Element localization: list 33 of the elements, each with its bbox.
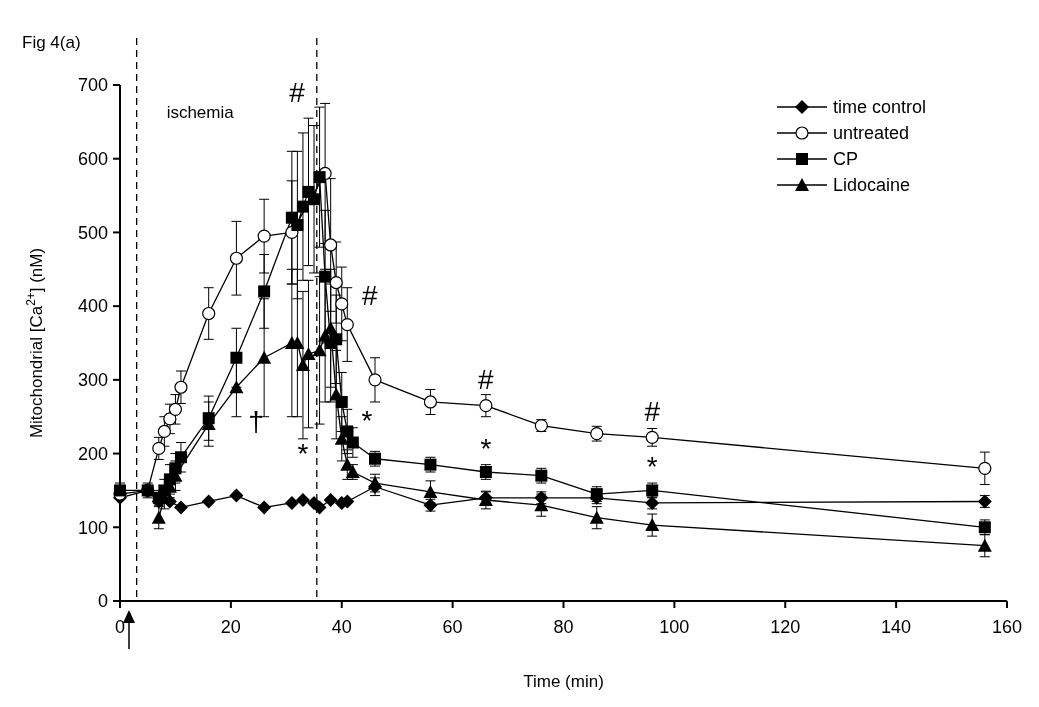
annotation: # [289, 77, 306, 109]
annotation: † [248, 405, 264, 437]
x-tick-label: 20 [220, 617, 241, 637]
legend-label: CP [833, 149, 859, 170]
annotation: # [478, 364, 495, 396]
y-tick-label: 300 [77, 370, 108, 391]
annotation: * [361, 405, 373, 437]
annotation: * [297, 437, 309, 469]
y-tick-label: 700 [77, 75, 108, 96]
x-tick-label: 0 [114, 617, 126, 637]
legend-label: time control [833, 97, 927, 118]
y-tick-label: 500 [77, 222, 108, 243]
x-axis-title: Time (min) [523, 672, 604, 691]
legend-label: Lidocaine [833, 175, 911, 196]
x-tick-label: 40 [331, 617, 352, 637]
y-tick-label: 0 [97, 591, 108, 612]
annotation: * [480, 432, 492, 464]
x-tick-label: 120 [770, 617, 801, 637]
legend-label: untreated [833, 123, 910, 144]
y-tick-label: 600 [77, 149, 108, 170]
annotation: ischemia [166, 103, 235, 122]
annotation: * [646, 451, 658, 483]
annotation: # [361, 279, 378, 311]
x-tick-label: 160 [991, 617, 1023, 637]
y-tick-label: 200 [77, 443, 108, 464]
chart-title: Fig 4(a) [22, 33, 81, 52]
x-tick-label: 140 [881, 617, 912, 637]
y-tick-label: 400 [77, 296, 108, 317]
annotation: # [644, 396, 661, 428]
x-tick-label: 100 [659, 617, 690, 637]
y-tick-label: 100 [77, 517, 108, 538]
x-tick-label: 80 [553, 617, 574, 637]
x-tick-label: 60 [442, 617, 463, 637]
